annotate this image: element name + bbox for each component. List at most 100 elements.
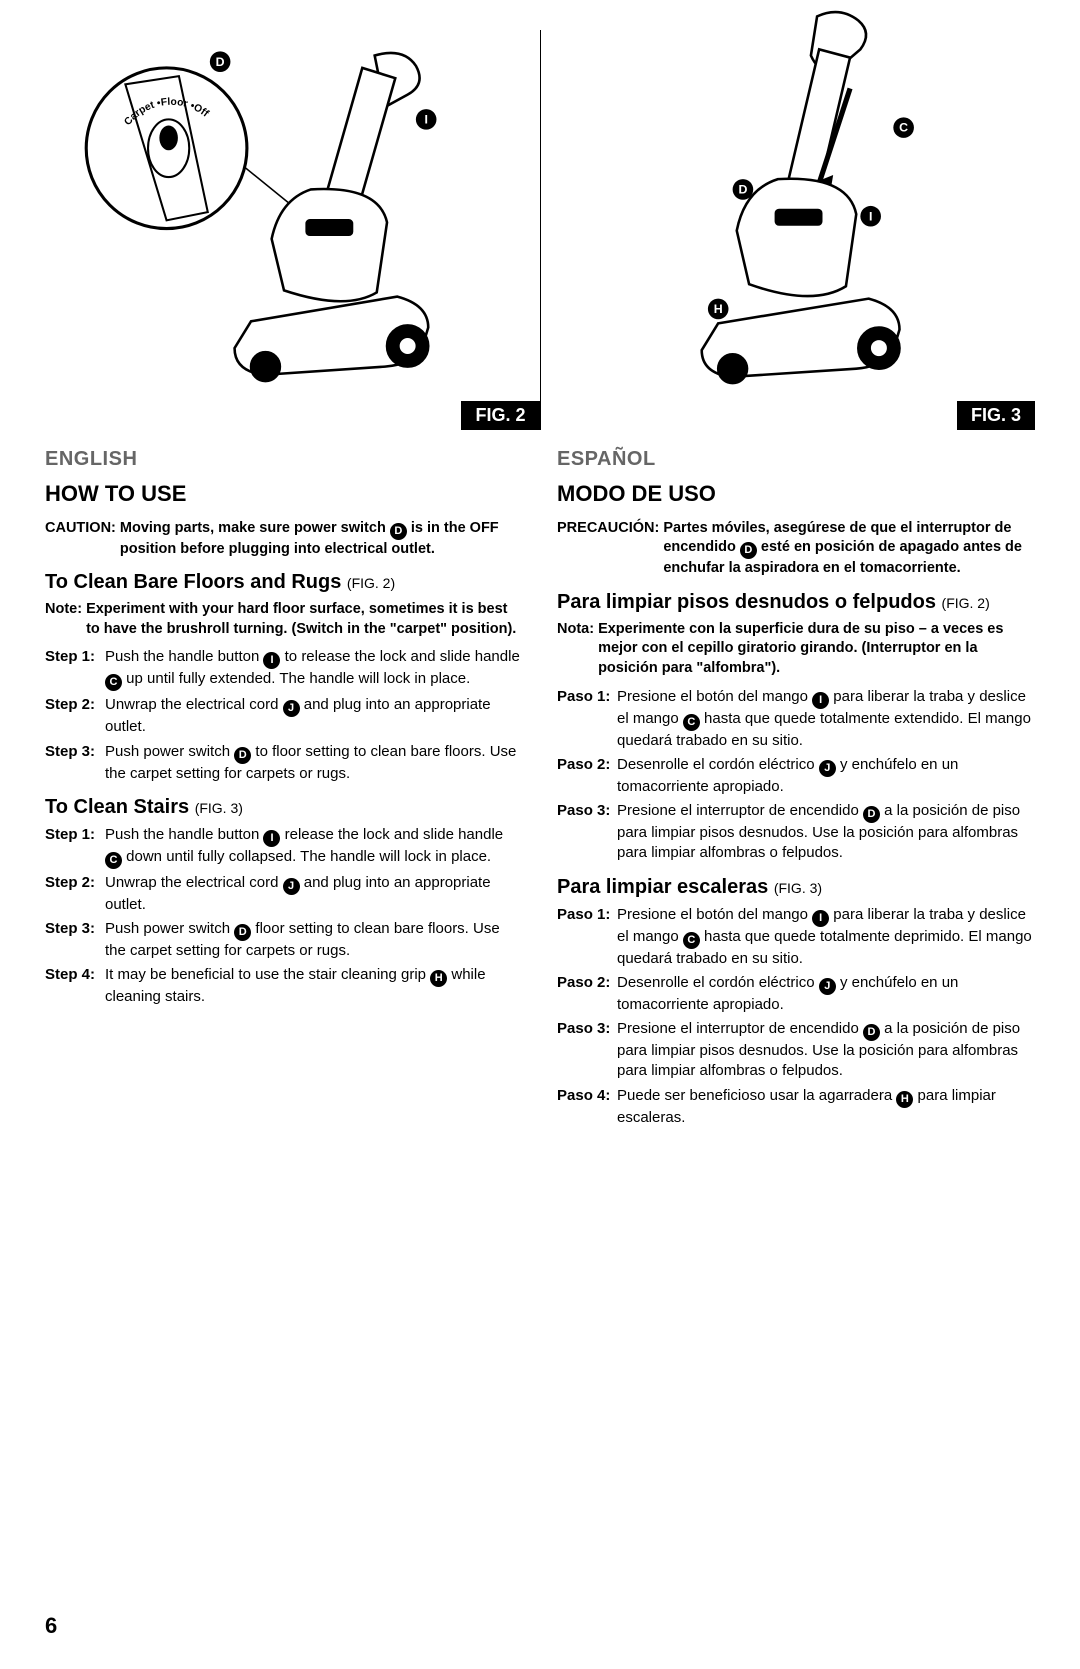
svg-text:I: I [868,209,871,223]
page-number: 6 [45,1613,57,1639]
manual-page: I Carpet •Floor •Off [0,0,1080,1669]
step-row: Step 2: Unwrap the electrical cord J and… [45,873,523,915]
step-row: Step 1: Push the handle button I to rele… [45,647,523,691]
callout-j-icon: J [819,760,836,777]
step-text: Unwrap the electrical cord J and plug in… [101,695,523,737]
figure-3-illustration: C D I H [541,4,1036,395]
text-columns: ENGLISH HOW TO USE CAUTION: Moving parts… [45,442,1035,1132]
step-text: Puede ser beneficioso usar la agarradera… [613,1086,1035,1128]
callout-h-icon: H [896,1091,913,1108]
step-label: Paso 2: [557,755,613,797]
step-label: Step 2: [45,695,101,737]
callout-d-icon: D [863,1024,880,1041]
note-label: Note: [45,600,82,639]
step-label: Paso 1: [557,905,613,969]
callout-d-icon: D [234,924,251,941]
figure-2-label: FIG. 2 [461,401,539,430]
caution-label: CAUTION: [45,519,116,560]
english-language-label: ENGLISH [45,446,523,473]
spanish-language-label: ESPAÑOL [557,446,1035,473]
note-label: Nota: [557,620,594,679]
step-row: Paso 1: Presione el botón del mango I pa… [557,687,1035,751]
step-text: Desenrolle el cordón eléctrico J y enchú… [613,755,1035,797]
english-note: Note: Experiment with your hard floor su… [45,600,523,639]
step-row: Paso 2: Desenrolle el cordón eléctrico J… [557,973,1035,1015]
english-sec2-heading: To Clean Stairs (FIG. 3) [45,794,523,821]
callout-j-icon: J [283,700,300,717]
step-row: Step 3: Push power switch D to floor set… [45,742,523,784]
svg-text:I: I [424,112,427,126]
caution-label: PRECAUCIÓN: [557,519,659,579]
callout-c-icon: C [105,852,122,869]
step-text: Presione el interruptor de encendido D a… [613,801,1035,864]
step-text: Push the handle button I to release the … [101,647,523,691]
callout-d-icon: D [740,542,757,559]
note-text: Experiment with your hard floor surface,… [82,600,523,639]
step-label: Paso 1: [557,687,613,751]
caution-text: Moving parts, make sure power switch D i… [116,519,523,560]
english-column: ENGLISH HOW TO USE CAUTION: Moving parts… [45,442,547,1132]
step-label: Paso 3: [557,1019,613,1082]
sec1-title: Para limpiar pisos desnudos o felpudos [557,591,936,613]
step-text: Presione el botón del mango I para liber… [613,905,1035,969]
step-text: It may be beneficial to use the stair cl… [101,965,523,1007]
callout-d-icon: D [234,747,251,764]
step-text: Desenrolle el cordón eléctrico J y enchú… [613,973,1035,1015]
figure-3-label: FIG. 3 [957,401,1035,430]
step-text: Unwrap the electrical cord J and plug in… [101,873,523,915]
sec2-title: Para limpiar escaleras [557,876,768,898]
figure-2-illustration: I Carpet •Floor •Off [45,4,540,395]
step-text: Presione el botón del mango I para liber… [613,687,1035,751]
spanish-note: Nota: Experimente con la superficie dura… [557,620,1035,679]
callout-c-icon: C [683,932,700,949]
spanish-sec1-heading: Para limpiar pisos desnudos o felpudos (… [557,589,1035,616]
step-label: Paso 2: [557,973,613,1015]
sec1-title: To Clean Bare Floors and Rugs [45,571,341,593]
step-label: Step 1: [45,647,101,691]
callout-d-icon: D [390,523,407,540]
spanish-caution: PRECAUCIÓN: Partes móviles, asegúrese de… [557,519,1035,579]
callout-c-icon: C [683,714,700,731]
callout-i-icon: I [812,910,829,927]
spanish-sec2-heading: Para limpiar escaleras (FIG. 3) [557,874,1035,901]
sec2-figref: (FIG. 3) [774,880,822,896]
callout-c-icon: C [105,674,122,691]
callout-i-icon: I [263,652,280,669]
step-label: Step 4: [45,965,101,1007]
english-title: HOW TO USE [45,479,523,509]
spanish-title: MODO DE USO [557,479,1035,509]
step-row: Paso 1: Presione el botón del mango I pa… [557,905,1035,969]
step-row: Step 2: Unwrap the electrical cord J and… [45,695,523,737]
step-label: Paso 3: [557,801,613,864]
callout-j-icon: J [283,878,300,895]
callout-d-icon: D [863,806,880,823]
step-label: Paso 4: [557,1086,613,1128]
step-row: Step 1: Push the handle button I release… [45,825,523,869]
svg-text:D: D [216,54,225,68]
figure-2: I Carpet •Floor •Off [45,30,541,430]
sec1-figref: (FIG. 2) [347,575,395,591]
step-text: Push the handle button I release the loc… [101,825,523,869]
figures-row: I Carpet •Floor •Off [45,30,1035,430]
svg-text:C: C [899,120,908,134]
step-row: Paso 4: Puede ser beneficioso usar la ag… [557,1086,1035,1128]
svg-text:D: D [738,182,747,196]
svg-text:H: H [713,302,722,316]
callout-j-icon: J [819,978,836,995]
spanish-column: ESPAÑOL MODO DE USO PRECAUCIÓN: Partes m… [547,442,1035,1132]
note-text: Experimente con la superficie dura de su… [594,620,1035,679]
sec2-title: To Clean Stairs [45,796,189,818]
step-label: Step 1: [45,825,101,869]
step-text: Push power switch D floor setting to cle… [101,919,523,961]
step-label: Step 3: [45,919,101,961]
step-label: Step 2: [45,873,101,915]
callout-h-icon: H [430,970,447,987]
step-label: Step 3: [45,742,101,784]
step-text: Presione el interruptor de encendido D a… [613,1019,1035,1082]
step-row: Paso 3: Presione el interruptor de encen… [557,1019,1035,1082]
callout-i-icon: I [812,692,829,709]
english-sec1-heading: To Clean Bare Floors and Rugs (FIG. 2) [45,569,523,596]
callout-i-icon: I [263,830,280,847]
step-row: Paso 3: Presione el interruptor de encen… [557,801,1035,864]
step-text: Push power switch D to floor setting to … [101,742,523,784]
